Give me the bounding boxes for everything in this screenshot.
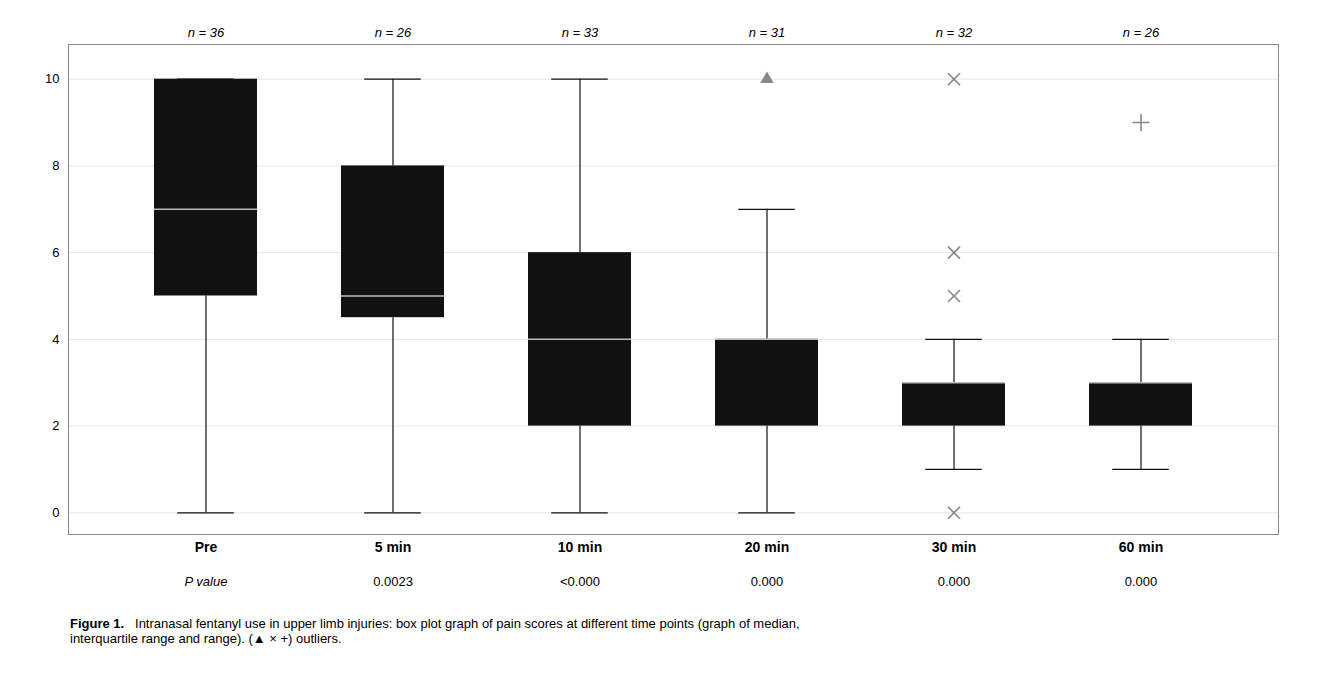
svg-text:0.000: 0.000 bbox=[1125, 574, 1158, 589]
svg-text:n = 32: n = 32 bbox=[936, 25, 973, 40]
svg-text:2: 2 bbox=[52, 418, 59, 433]
svg-text:0.000: 0.000 bbox=[938, 574, 971, 589]
svg-text:0.000: 0.000 bbox=[751, 574, 784, 589]
svg-text:n = 36: n = 36 bbox=[188, 25, 225, 40]
svg-text:<0.000: <0.000 bbox=[560, 574, 600, 589]
svg-text:10 min: 10 min bbox=[558, 539, 602, 555]
svg-text:60 min: 60 min bbox=[1119, 539, 1163, 555]
svg-text:20 min: 20 min bbox=[745, 539, 789, 555]
svg-text:5 min: 5 min bbox=[375, 539, 412, 555]
html-text:Figure 1. Intranasal fentanyl: Figure 1. Intranasal fentanyl use in upp… bbox=[70, 616, 800, 646]
svg-text:10: 10 bbox=[45, 71, 59, 86]
svg-text:0: 0 bbox=[52, 505, 59, 520]
svg-text:Pre: Pre bbox=[195, 539, 218, 555]
svg-text:P value: P value bbox=[185, 574, 228, 589]
svg-text:30 min: 30 min bbox=[932, 539, 976, 555]
svg-text:n = 33: n = 33 bbox=[562, 25, 599, 40]
svg-text:n = 26: n = 26 bbox=[375, 25, 412, 40]
svg-text:8: 8 bbox=[52, 158, 59, 173]
svg-text:n = 31: n = 31 bbox=[749, 25, 786, 40]
svg-text:6: 6 bbox=[52, 245, 59, 260]
svg-text:0.0023: 0.0023 bbox=[373, 574, 413, 589]
svg-text:4: 4 bbox=[52, 332, 59, 347]
svg-text:n = 26: n = 26 bbox=[1123, 25, 1160, 40]
